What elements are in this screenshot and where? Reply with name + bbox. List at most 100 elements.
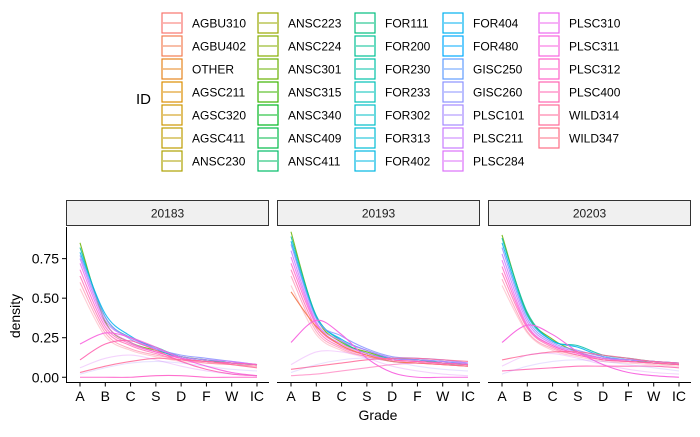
x-tick-label: F (413, 388, 422, 404)
series-group (290, 231, 469, 379)
legend-label: ANSC411 (288, 155, 341, 169)
density-curve-for404 (290, 241, 469, 366)
legend-label: PLSC310 (569, 17, 621, 31)
density-curve-plsc101 (79, 360, 258, 375)
density-curve-plsc400 (79, 339, 258, 377)
density-curve-gisc260 (290, 244, 469, 364)
x-tick-label: C (337, 388, 347, 404)
legend-label: ANSC409 (288, 132, 342, 146)
legend-item: PLSC311 (538, 35, 620, 57)
legend-label: ANSC315 (288, 86, 342, 100)
density-curve-ansc301 (79, 242, 258, 366)
facet-strip (488, 200, 691, 226)
legend-label: FOR404 (473, 17, 519, 31)
x-tick-label: S (573, 388, 582, 404)
legend-label: FOR313 (385, 132, 431, 146)
legend-item: PLSC400 (538, 81, 621, 103)
x-tick-label: A (75, 388, 85, 404)
legend-label: GISC260 (473, 86, 523, 100)
density-curve-plsc284 (501, 352, 680, 375)
legend-label: ANSC224 (288, 40, 342, 54)
density-curve-plsc312 (290, 263, 469, 366)
y-tick-label: 0.25 (32, 330, 59, 346)
legend-item: FOR313 (354, 127, 431, 149)
y-tick-label: 0.75 (32, 251, 59, 267)
y-axis-label: density (7, 294, 23, 338)
density-curve-plsc101 (501, 359, 680, 375)
series-group (501, 234, 680, 378)
density-curve-plsc284 (290, 350, 469, 377)
legend-label: ANSC223 (288, 17, 342, 31)
legend-label: WILD314 (569, 109, 619, 123)
facet-panel: 20203 A B C S D F W IC (488, 200, 691, 404)
legend-label: AGBU402 (192, 40, 246, 54)
x-tick-label: D (387, 388, 397, 404)
legend-label: AGSC320 (192, 109, 246, 123)
legend-item: ANSC230 (161, 150, 246, 172)
x-tick-label: IC (461, 388, 475, 404)
legend-item: PLSC284 (442, 150, 525, 172)
density-curve-wild314 (79, 357, 258, 374)
y-tick-label: 0.50 (32, 290, 59, 306)
legend-item: PLSC101 (442, 104, 525, 126)
legend-label: AGBU310 (192, 17, 246, 31)
legend-item: FOR200 (354, 35, 431, 57)
facet-panel: 20183 A B C S D F W IC 0.00 0.25 0.50 0.75 (32, 200, 269, 404)
legend-label: ANSC340 (288, 109, 342, 123)
x-tick-label: W (225, 388, 239, 404)
legend-item: ANSC340 (257, 104, 342, 126)
density-curve-plsc310 (79, 263, 258, 366)
legend-label: FOR302 (385, 109, 431, 123)
legend-label: PLSC211 (473, 132, 524, 146)
legend-item: PLSC211 (442, 127, 524, 149)
legend-item: FOR480 (442, 35, 519, 57)
legend-title: ID (136, 91, 151, 108)
legend-label: FOR402 (385, 155, 431, 169)
density-curve-plsc311 (79, 332, 258, 377)
density-curve-wild314 (501, 351, 680, 364)
legend-item: ANSC224 (257, 35, 342, 57)
legend-item: FOR233 (354, 81, 431, 103)
legend-item: ANSC301 (257, 58, 342, 80)
facet-strip (277, 200, 480, 226)
legend: ID AGBU310 AGBU402 OTHER AGSC211 AGSC320 AGSC… (136, 12, 621, 172)
x-tick-label: IC (672, 388, 686, 404)
legend-label: FOR200 (385, 40, 431, 54)
legend-item: ANSC411 (257, 150, 341, 172)
x-tick-label: S (362, 388, 371, 404)
density-curve-for404 (79, 252, 258, 366)
x-tick-label: D (176, 388, 186, 404)
density-curve-plsc400 (290, 362, 469, 377)
x-tick-label: W (647, 388, 661, 404)
legend-item: AGSC211 (161, 81, 245, 103)
density-curve-plsc101 (290, 357, 469, 374)
legend-item: WILD314 (538, 104, 619, 126)
density-curve-wild314 (290, 357, 469, 370)
density-curve-plsc312 (80, 374, 257, 378)
legend-label: PLSC312 (569, 63, 621, 77)
legend-item: GISC250 (442, 58, 523, 80)
series-group (79, 242, 258, 378)
legend-item: ANSC409 (257, 127, 342, 149)
legend-label: AGSC211 (192, 86, 245, 100)
x-tick-label: F (624, 388, 633, 404)
legend-item: AGSC320 (161, 104, 246, 126)
x-tick-label: C (126, 388, 136, 404)
x-tick-label: C (548, 388, 558, 404)
legend-label: PLSC400 (569, 86, 621, 100)
x-axis-label: Grade (359, 407, 398, 423)
legend-item: WILD347 (538, 127, 619, 149)
x-tick-label: A (286, 388, 296, 404)
legend-label: FOR111 (385, 17, 429, 31)
legend-label: FOR480 (473, 40, 519, 54)
x-tick-label: B (312, 388, 321, 404)
facet-strip-label: 20193 (362, 207, 396, 221)
density-curve-plsc310 (501, 260, 680, 366)
facet-panel: 20193 A B C S D F W IC (277, 200, 480, 404)
density-curve-plsc400 (290, 269, 469, 366)
density-curve-ansc301 (501, 234, 680, 366)
legend-item: ANSC223 (257, 12, 342, 34)
